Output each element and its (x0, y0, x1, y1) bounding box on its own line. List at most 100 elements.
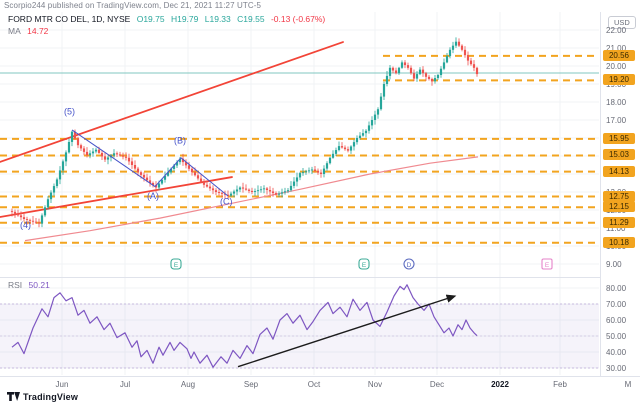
rsi-trend-arrow[interactable] (237, 294, 457, 368)
candle-body (91, 151, 95, 154)
candle-body (337, 146, 341, 151)
candle-body (160, 179, 164, 184)
candle-body (118, 154, 122, 156)
candle-body (346, 149, 350, 151)
wave-label-4: (4) (20, 220, 31, 230)
candle-body (70, 131, 74, 142)
rsi-tick: 50.00 (606, 332, 627, 341)
level-price-badge: 11.29 (603, 216, 635, 228)
trendline-1[interactable] (0, 41, 344, 163)
level-price-badge: 15.95 (603, 132, 635, 144)
time-label-oct: Oct (307, 380, 321, 389)
candle-body (424, 73, 428, 77)
candle-body (151, 183, 155, 186)
candle-body (22, 217, 26, 219)
time-label-aug: Aug (180, 380, 196, 389)
candle-body (28, 219, 32, 221)
candle-body (31, 220, 35, 222)
time-label-jul: Jul (119, 380, 131, 389)
candle-body (445, 56, 449, 63)
tradingview-logo[interactable]: TradingView (7, 392, 78, 402)
candle-body (238, 187, 242, 190)
time-label-m: M (624, 380, 632, 389)
price-change: -0.13 (-0.67%) (270, 14, 326, 24)
candle-body (382, 84, 386, 97)
level-price-badge: 12.75 (603, 190, 635, 202)
candle-body (352, 142, 356, 147)
candle-body (226, 194, 230, 196)
candle-body (202, 181, 206, 185)
candle-body (283, 191, 287, 193)
time-label-feb: Feb (553, 380, 567, 389)
candle-body (133, 165, 137, 169)
candle-body (55, 179, 59, 187)
candle-body (460, 45, 464, 50)
candle-body (214, 190, 218, 192)
rsi-line (11, 284, 478, 368)
candle-body (25, 219, 29, 220)
candle-body (439, 68, 443, 75)
candle-body (373, 114, 377, 120)
candle-body (172, 165, 176, 169)
candle-body (142, 174, 146, 178)
candle-body (256, 190, 260, 192)
candle-body (475, 67, 479, 75)
event-marker-e[interactable] (358, 258, 370, 270)
candle-body (43, 207, 47, 216)
candle-body (295, 177, 299, 182)
candle-body (418, 69, 422, 75)
candle-body (52, 186, 56, 193)
candle-body (265, 188, 269, 191)
candle-body (469, 60, 473, 65)
candle-body (127, 157, 131, 162)
time-axis[interactable]: Jun Jul Aug Sep Oct Nov Dec 2022 Feb M (0, 376, 640, 392)
currency-label[interactable]: USD (608, 16, 636, 29)
candle-body (259, 189, 263, 191)
rsi-legend[interactable]: RSI 50.21 (8, 280, 54, 290)
candle-body (409, 67, 413, 74)
candle-body (430, 78, 434, 82)
candle-body (112, 153, 116, 156)
event-marker-d[interactable] (403, 258, 415, 270)
candle-body (394, 70, 398, 74)
ohlc-close: C19.55 (237, 14, 265, 24)
chart-canvas[interactable]: (4) (5) (A) (B) (C) E E D E (0, 0, 600, 390)
candle-body (166, 172, 170, 176)
ma-legend[interactable]: MA 14.72 (8, 26, 52, 36)
candle-body (292, 181, 296, 186)
pane-divider[interactable] (0, 277, 640, 278)
candle-body (421, 69, 425, 74)
event-marker-e[interactable] (541, 258, 553, 270)
candle-body (331, 153, 335, 158)
candle-body (280, 192, 284, 194)
candle-body (37, 222, 41, 224)
time-label-2022: 2022 (491, 380, 509, 389)
trendline-2[interactable] (0, 176, 233, 218)
candle-body (217, 192, 221, 193)
candle-body (322, 168, 326, 174)
candle-body (301, 172, 305, 174)
symbol-title[interactable]: FORD MTR CO DEL, 1D, NYSE (8, 14, 131, 24)
symbol-legend[interactable]: FORD MTR CO DEL, 1D, NYSE O19.75 H19.79 … (8, 14, 329, 24)
candle-body (121, 155, 125, 157)
level-price-badge: 19.20 (603, 74, 635, 86)
rsi-band (0, 304, 599, 368)
elliott-wave-line[interactable] (71, 129, 229, 197)
price-axis[interactable]: USD 22.0021.0020.0019.0018.0017.0016.001… (600, 12, 640, 376)
candle-body (403, 62, 407, 66)
rsi-tick: 40.00 (606, 348, 627, 357)
candle-body (148, 180, 152, 183)
candle-body (262, 188, 266, 190)
candle-body (136, 168, 140, 173)
candle-body (277, 193, 281, 195)
candle-body (73, 131, 77, 139)
event-marker-e[interactable] (170, 258, 182, 270)
candle-body (232, 191, 236, 194)
candle-body (49, 192, 53, 200)
candle-body (190, 168, 194, 173)
candle-body (229, 193, 233, 196)
candle-body (124, 156, 128, 158)
level-price-badge: 12.15 (603, 201, 635, 213)
level-price-badge: 20.56 (603, 49, 635, 61)
moving-average-line (24, 156, 479, 242)
